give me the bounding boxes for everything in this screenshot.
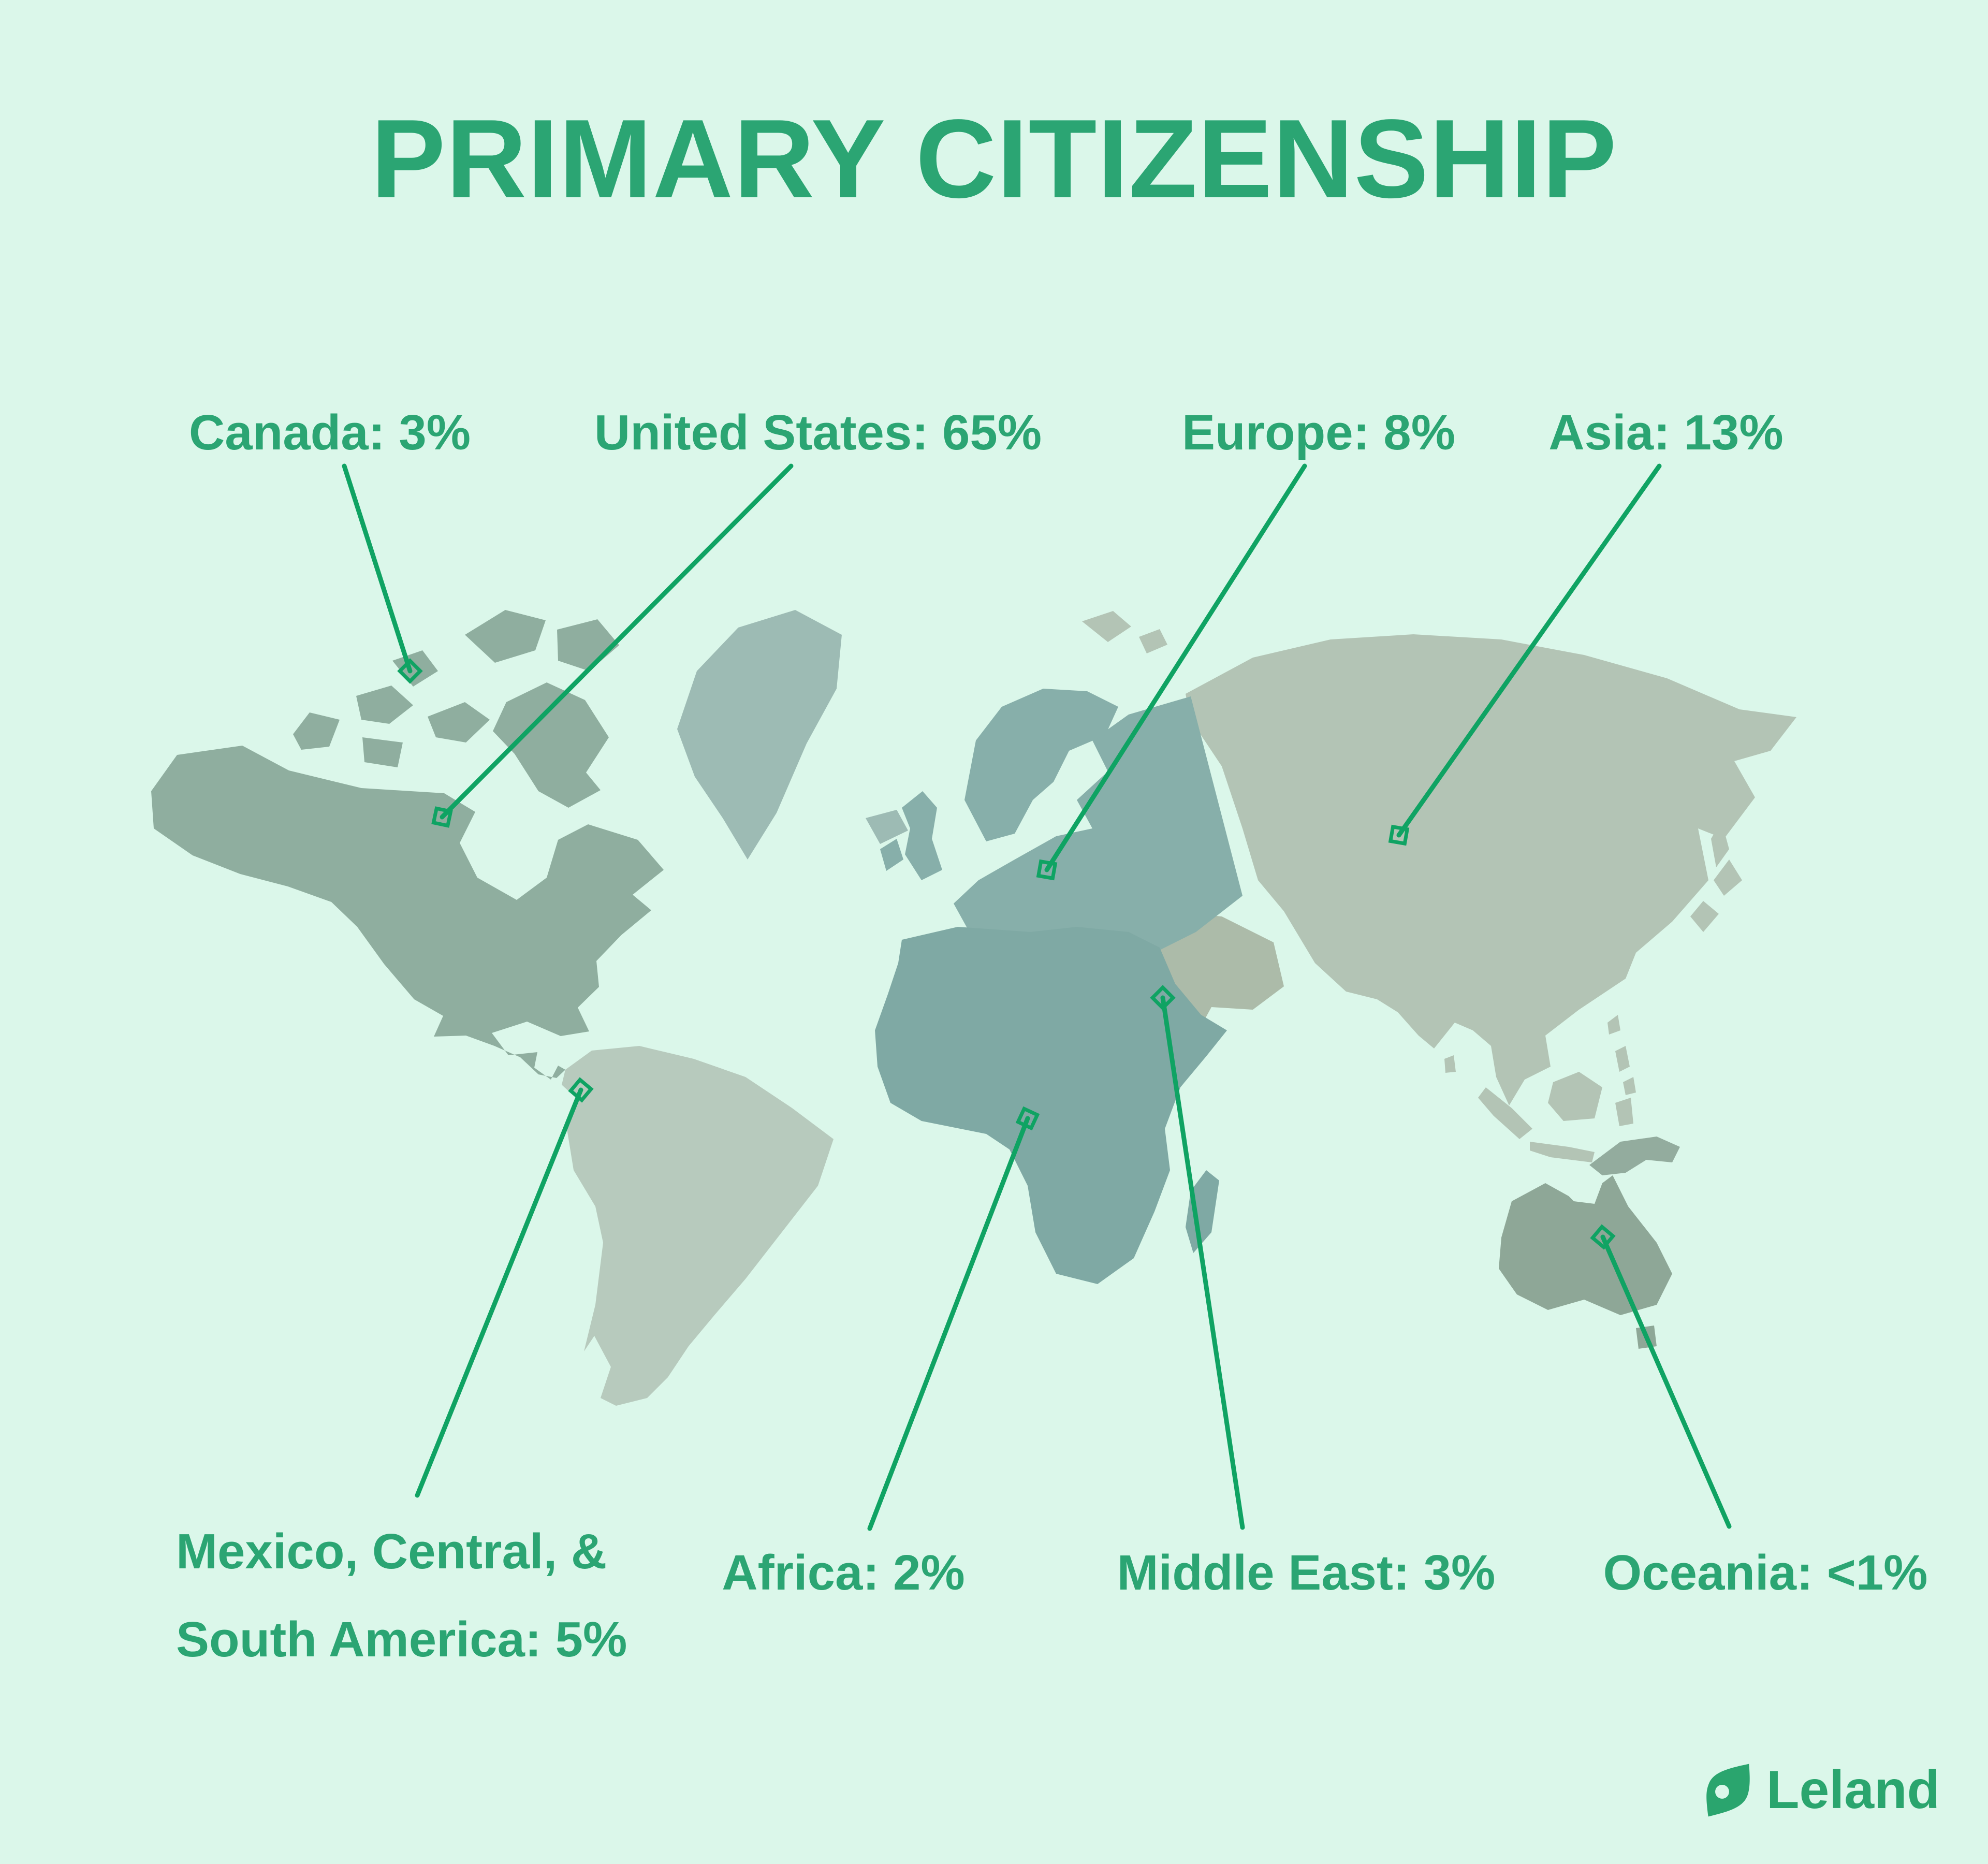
label-mexico-central-south-america: Mexico, Central, & South America: 5% xyxy=(176,1508,627,1684)
label-middle-east: Middle East: 3% xyxy=(1117,1545,1496,1600)
point-markers xyxy=(397,658,1616,1250)
leland-logo: Leland xyxy=(1703,1759,1940,1821)
mexico-south-america-marker xyxy=(568,1077,594,1103)
label-canada: Canada: 3% xyxy=(188,405,471,460)
middle-east-marker xyxy=(1150,985,1176,1011)
asia-islands xyxy=(1082,611,1742,1171)
label-oceania: Oceania: <1% xyxy=(1603,1545,1928,1600)
north-america-shape xyxy=(151,746,664,1080)
label-mexico-line1: Mexico, Central, & xyxy=(176,1524,607,1579)
oceania-marker xyxy=(1590,1224,1616,1250)
oceania-leader-line xyxy=(1600,1234,1732,1529)
asia-marker xyxy=(1388,824,1410,846)
middle-east-leader-line xyxy=(1160,995,1245,1530)
europe-marker xyxy=(1036,859,1058,881)
united-states-marker xyxy=(431,806,453,828)
leland-wordmark: Leland xyxy=(1766,1760,1940,1820)
ireland-shape xyxy=(880,839,903,871)
africa-marker xyxy=(1015,1106,1040,1131)
asia-shape xyxy=(1186,634,1796,1105)
mexico-south-america-leader-line xyxy=(415,1087,583,1498)
scandinavia-shape xyxy=(964,689,1118,841)
australia-shape xyxy=(1499,1175,1672,1315)
new-guinea-shape xyxy=(1589,1137,1680,1175)
label-united-states: United States: 65% xyxy=(594,405,1042,460)
south-america-shape xyxy=(562,1046,834,1406)
united-states-leader-line xyxy=(440,463,794,820)
label-europe: Europe: 8% xyxy=(1181,405,1456,460)
leader-lines xyxy=(342,463,1732,1531)
africa-leader-line xyxy=(867,1116,1030,1531)
europe-leader-line xyxy=(1044,463,1307,872)
canada-marker xyxy=(397,658,423,684)
label-africa: Africa: 2% xyxy=(722,1545,965,1600)
label-asia: Asia: 13% xyxy=(1548,405,1784,460)
iceland-shape xyxy=(866,810,908,844)
continent-shapes xyxy=(151,610,1796,1406)
africa-shape xyxy=(875,927,1227,1284)
page-title: PRIMARY CITIZENSHIP xyxy=(371,96,1617,221)
canada-leader-line xyxy=(342,463,413,674)
britain-shape xyxy=(902,791,942,880)
arctic-islands xyxy=(293,610,619,808)
leland-leaf-icon xyxy=(1706,1764,1750,1816)
label-mexico-line2: South America: 5% xyxy=(176,1612,627,1667)
greenland-shape xyxy=(677,610,842,860)
asia-leader-line xyxy=(1396,463,1662,838)
